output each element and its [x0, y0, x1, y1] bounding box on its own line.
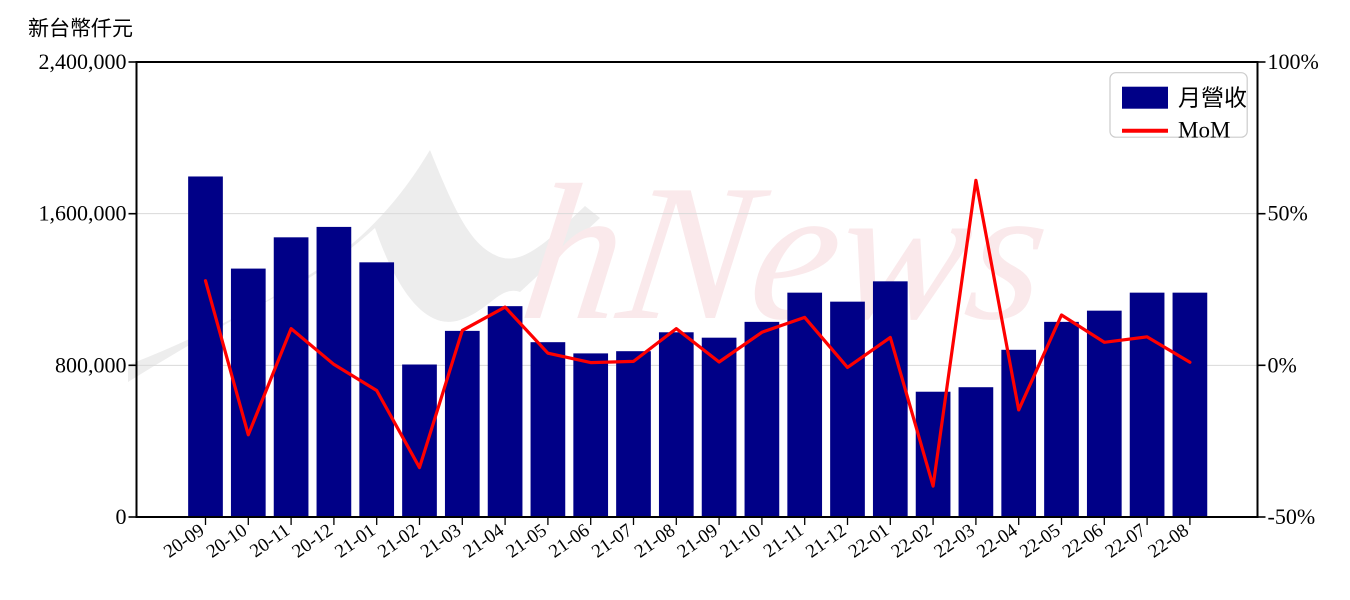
svg-text:1,600,000: 1,600,000	[39, 201, 127, 226]
svg-text:22-04: 22-04	[973, 520, 1022, 563]
svg-text:21-12: 21-12	[802, 520, 850, 563]
svg-text:21-05: 21-05	[502, 520, 550, 563]
svg-text:hNews: hNews	[511, 145, 1061, 361]
svg-text:0: 0	[116, 504, 127, 529]
svg-text:22-01: 22-01	[845, 520, 893, 563]
svg-text:21-08: 21-08	[631, 520, 679, 563]
svg-text:22-08: 22-08	[1144, 520, 1192, 563]
svg-text:0%: 0%	[1268, 352, 1297, 377]
svg-text:-50%: -50%	[1268, 504, 1316, 529]
svg-text:22-03: 22-03	[930, 520, 978, 563]
svg-text:21-03: 21-03	[417, 520, 465, 563]
svg-text:50%: 50%	[1268, 201, 1308, 226]
svg-text:21-11: 21-11	[760, 520, 808, 562]
svg-text:新台幣仟元: 新台幣仟元	[28, 17, 133, 41]
svg-text:22-05: 22-05	[1016, 520, 1064, 563]
svg-text:100%: 100%	[1268, 49, 1319, 74]
svg-text:2,400,000: 2,400,000	[39, 49, 127, 74]
svg-text:20-12: 20-12	[288, 520, 336, 563]
svg-text:21-04: 21-04	[460, 520, 509, 563]
svg-text:21-09: 21-09	[674, 520, 722, 563]
svg-text:22-02: 22-02	[888, 520, 936, 563]
svg-text:21-10: 21-10	[716, 520, 764, 563]
svg-text:22-06: 22-06	[1059, 520, 1107, 563]
svg-text:21-02: 21-02	[374, 520, 422, 563]
svg-text:800,000: 800,000	[55, 352, 127, 377]
svg-text:21-07: 21-07	[588, 520, 636, 563]
svg-text:20-10: 20-10	[203, 520, 251, 563]
svg-text:20-11: 20-11	[246, 520, 294, 562]
svg-text:22-07: 22-07	[1102, 520, 1150, 563]
svg-text:20-09: 20-09	[160, 520, 208, 563]
svg-text:MoM: MoM	[1178, 118, 1230, 143]
svg-text:月營收: 月營收	[1178, 86, 1247, 111]
svg-text:21-01: 21-01	[331, 520, 379, 563]
svg-text:21-06: 21-06	[545, 520, 593, 563]
